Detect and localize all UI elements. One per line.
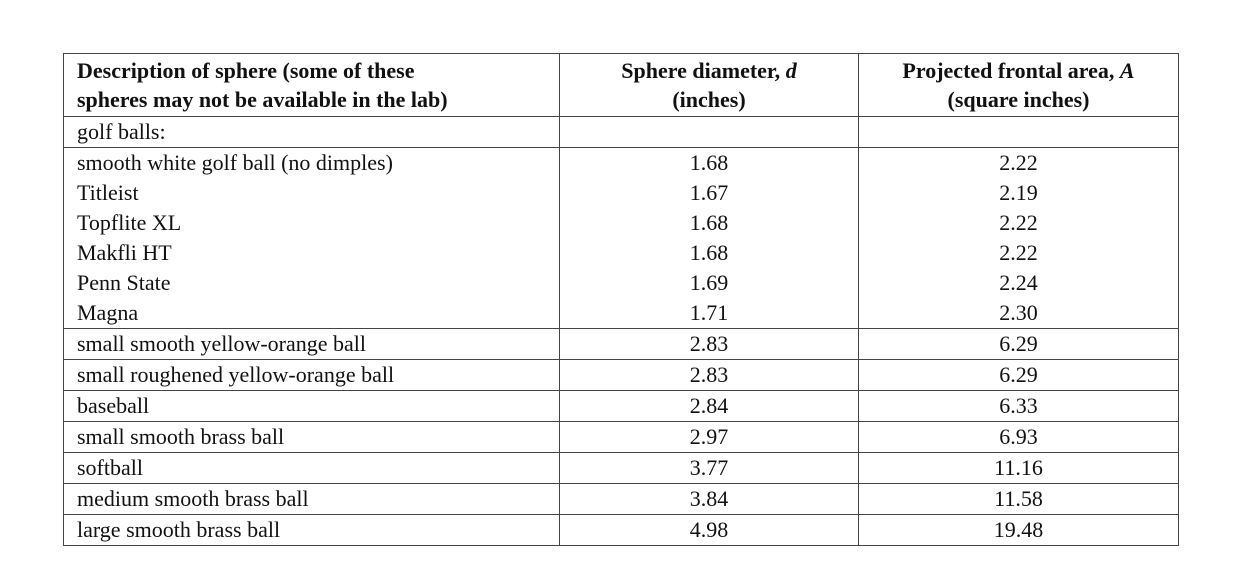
row-area: 2.22 — [858, 208, 1179, 238]
table-body: golf balls: smooth white golf ball (no d… — [63, 116, 1179, 546]
row-description: softball — [63, 452, 560, 484]
row-description: small smooth yellow-orange ball — [63, 328, 560, 360]
row-description: small roughened yellow-orange ball — [63, 359, 560, 391]
table-row: baseball 2.84 6.33 — [63, 390, 1179, 422]
row-area: 2.24 — [858, 268, 1179, 298]
table-row: small smooth yellow-orange ball 2.83 6.2… — [63, 328, 1179, 360]
row-area: 6.29 — [858, 328, 1179, 360]
table-header-row: Description of sphere (some of these sph… — [63, 53, 1179, 117]
table-row: Titleist 1.67 2.19 — [63, 178, 1179, 208]
row-diameter: 1.68 — [559, 238, 859, 268]
table-row: large smooth brass ball 4.98 19.48 — [63, 514, 1179, 546]
row-description: Titleist — [63, 178, 560, 208]
row-area: 6.29 — [858, 359, 1179, 391]
row-diameter: 3.77 — [559, 452, 859, 484]
table-row: Makfli HT 1.68 2.22 — [63, 238, 1179, 268]
row-description: Penn State — [63, 268, 560, 298]
table-row: Penn State 1.69 2.24 — [63, 268, 1179, 298]
row-area: 2.30 — [858, 298, 1179, 329]
row-description: baseball — [63, 390, 560, 422]
header-description-line-2: spheres may not be available in the lab) — [77, 87, 448, 112]
header-area-line-1: Projected frontal area, A — [902, 58, 1135, 83]
table-row: Topflite XL 1.68 2.22 — [63, 208, 1179, 238]
row-area: 2.22 — [858, 147, 1179, 178]
header-diameter-line-1: Sphere diameter, d — [621, 58, 797, 83]
table-row-group-golf: golf balls: — [63, 116, 1179, 148]
header-diameter: Sphere diameter, d (inches) — [559, 53, 859, 117]
table-row: small roughened yellow-orange ball 2.83 … — [63, 359, 1179, 391]
table-row: medium smooth brass ball 3.84 11.58 — [63, 483, 1179, 515]
row-description: small smooth brass ball — [63, 421, 560, 453]
row-area: 2.22 — [858, 238, 1179, 268]
row-diameter: 3.84 — [559, 483, 859, 515]
row-description: large smooth brass ball — [63, 514, 560, 546]
row-area: 11.16 — [858, 452, 1179, 484]
row-description: smooth white golf ball (no dimples) — [63, 147, 560, 178]
table-row: Magna 1.71 2.30 — [63, 298, 1179, 329]
header-description-line-1: Description of sphere (some of these — [77, 58, 415, 83]
header-area: Projected frontal area, A (square inches… — [858, 53, 1179, 117]
group-diameter-cell — [559, 116, 859, 148]
group-area-cell — [858, 116, 1179, 148]
header-diameter-line-2: (inches) — [672, 87, 746, 112]
table-row: small smooth brass ball 2.97 6.93 — [63, 421, 1179, 453]
row-description: Topflite XL — [63, 208, 560, 238]
row-area: 11.58 — [858, 483, 1179, 515]
group-label: golf balls: — [63, 116, 560, 148]
row-diameter: 1.68 — [559, 147, 859, 178]
row-diameter: 4.98 — [559, 514, 859, 546]
row-diameter: 1.68 — [559, 208, 859, 238]
row-diameter: 2.84 — [559, 390, 859, 422]
sphere-data-table: Description of sphere (some of these sph… — [63, 53, 1179, 546]
row-diameter: 2.83 — [559, 328, 859, 360]
header-description: Description of sphere (some of these sph… — [63, 53, 560, 117]
table-row: smooth white golf ball (no dimples) 1.68… — [63, 147, 1179, 178]
row-diameter: 1.71 — [559, 298, 859, 329]
row-description: Makfli HT — [63, 238, 560, 268]
row-diameter: 1.67 — [559, 178, 859, 208]
header-area-line-2: (square inches) — [947, 87, 1090, 112]
table-row: softball 3.77 11.16 — [63, 452, 1179, 484]
row-area: 19.48 — [858, 514, 1179, 546]
row-diameter: 2.83 — [559, 359, 859, 391]
row-diameter: 2.97 — [559, 421, 859, 453]
row-diameter: 1.69 — [559, 268, 859, 298]
row-area: 6.93 — [858, 421, 1179, 453]
row-description: medium smooth brass ball — [63, 483, 560, 515]
row-area: 2.19 — [858, 178, 1179, 208]
row-description: Magna — [63, 298, 560, 329]
row-area: 6.33 — [858, 390, 1179, 422]
